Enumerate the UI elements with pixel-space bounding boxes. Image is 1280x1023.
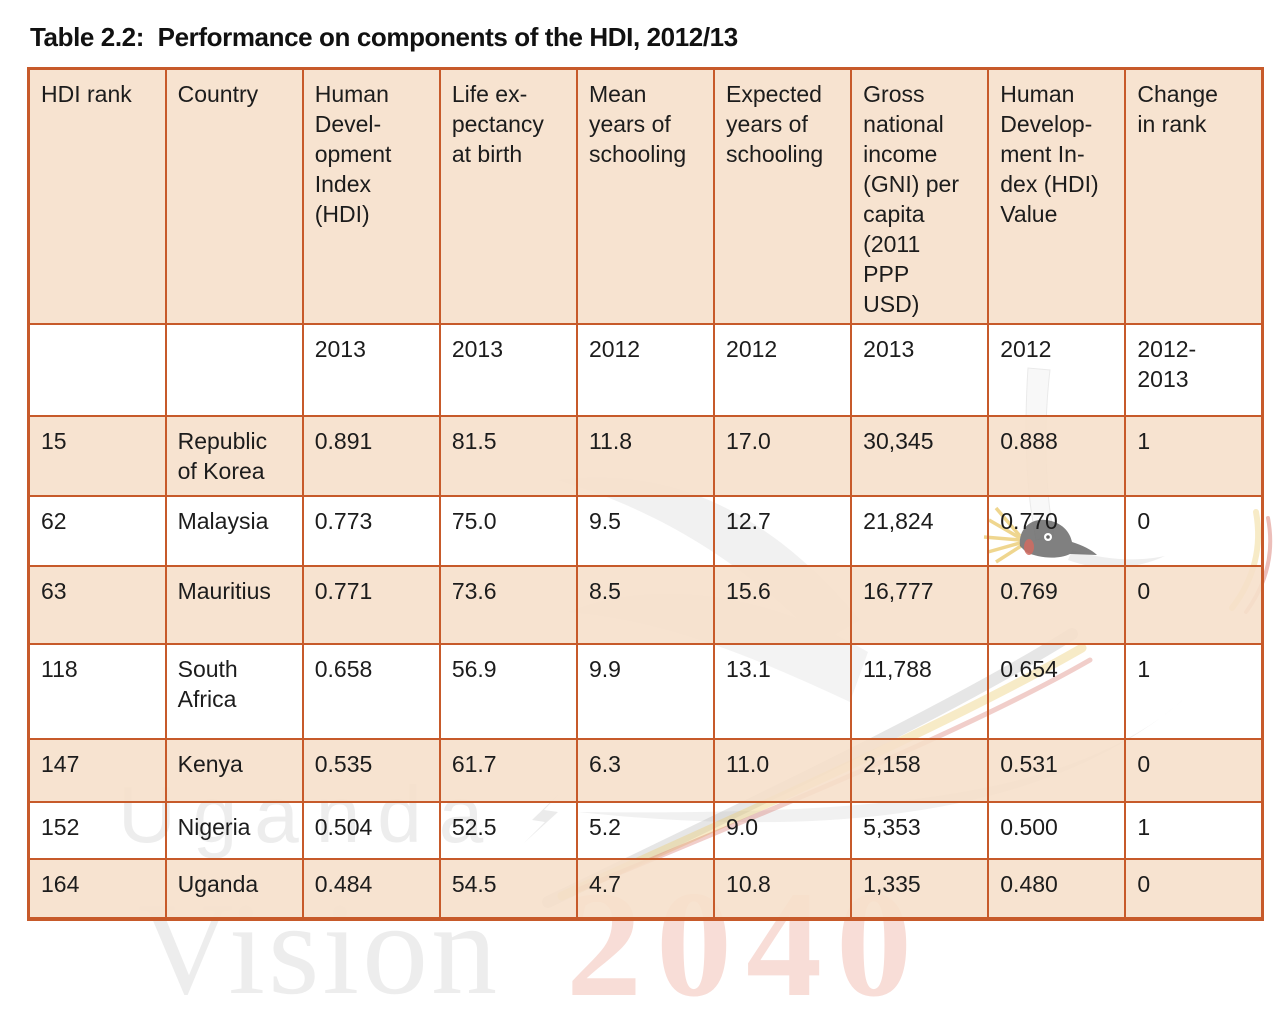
cell-change: 0 bbox=[1124, 495, 1264, 567]
cell-country: Mauritius bbox=[164, 565, 304, 645]
header-country: Country bbox=[164, 67, 304, 325]
year-cell: 2013 bbox=[438, 323, 578, 417]
cell-gni: 11,788 bbox=[850, 643, 990, 740]
cell-rank: 147 bbox=[27, 738, 167, 803]
cell-change: 0 bbox=[1124, 858, 1264, 920]
cell-rank: 63 bbox=[27, 565, 167, 645]
cell-expected: 15.6 bbox=[713, 565, 853, 645]
year-cell: 2012 bbox=[575, 323, 716, 417]
cell-life: 61.7 bbox=[438, 738, 578, 803]
cell-expected: 17.0 bbox=[713, 415, 853, 497]
header-life-expectancy: Life ex- pectancy at birth bbox=[438, 67, 578, 325]
cell-hdi: 0.658 bbox=[301, 643, 441, 740]
cell-expected: 13.1 bbox=[713, 643, 853, 740]
header-expected-schooling: Expected years of schooling bbox=[713, 67, 853, 325]
cell-rank: 15 bbox=[27, 415, 167, 497]
year-cell bbox=[164, 323, 304, 417]
cell-rank: 118 bbox=[27, 643, 167, 740]
cell-country: Nigeria bbox=[164, 801, 304, 860]
cell-hdi-value: 0.654 bbox=[987, 643, 1127, 740]
cell-hdi-value: 0.888 bbox=[987, 415, 1127, 497]
table-year-row: 2013 2013 2012 2012 2013 2012 2012- 2013 bbox=[27, 323, 1264, 417]
cell-change: 0 bbox=[1124, 738, 1264, 803]
cell-gni: 1,335 bbox=[850, 858, 990, 920]
cell-change: 1 bbox=[1124, 643, 1264, 740]
cell-gni: 21,824 bbox=[850, 495, 990, 567]
year-cell: 2012- 2013 bbox=[1124, 323, 1264, 417]
cell-life: 81.5 bbox=[438, 415, 578, 497]
hdi-performance-table: HDI rank Country Human Devel- opment Ind… bbox=[27, 67, 1264, 921]
cell-country: Uganda bbox=[164, 858, 304, 920]
cell-hdi: 0.504 bbox=[301, 801, 441, 860]
year-cell: 2013 bbox=[850, 323, 990, 417]
cell-hdi: 0.773 bbox=[301, 495, 441, 567]
cell-life: 56.9 bbox=[438, 643, 578, 740]
header-hdi-rank: HDI rank bbox=[27, 67, 167, 325]
cell-change: 0 bbox=[1124, 565, 1264, 645]
cell-hdi-value: 0.500 bbox=[987, 801, 1127, 860]
year-cell: 2013 bbox=[301, 323, 441, 417]
header-change-in-rank: Change in rank bbox=[1124, 67, 1264, 325]
cell-gni: 5,353 bbox=[850, 801, 990, 860]
cell-expected: 11.0 bbox=[713, 738, 853, 803]
table-row-malaysia: 62 Malaysia 0.773 75.0 9.5 12.7 21,824 0… bbox=[27, 495, 1264, 567]
cell-hdi-value: 0.770 bbox=[987, 495, 1127, 567]
table-header-row: HDI rank Country Human Devel- opment Ind… bbox=[27, 67, 1264, 325]
cell-mean: 9.5 bbox=[575, 495, 716, 567]
cell-hdi: 0.535 bbox=[301, 738, 441, 803]
year-cell: 2012 bbox=[987, 323, 1127, 417]
cell-change: 1 bbox=[1124, 415, 1264, 497]
cell-life: 75.0 bbox=[438, 495, 578, 567]
cell-country: Republic of Korea bbox=[164, 415, 304, 497]
header-hdi: Human Devel- opment Index (HDI) bbox=[301, 67, 441, 325]
cell-hdi-value: 0.769 bbox=[987, 565, 1127, 645]
cell-life: 54.5 bbox=[438, 858, 578, 920]
table-row-kenya: 147 Kenya 0.535 61.7 6.3 11.0 2,158 0.53… bbox=[27, 738, 1264, 803]
cell-life: 73.6 bbox=[438, 565, 578, 645]
cell-country: Malaysia bbox=[164, 495, 304, 567]
year-cell bbox=[27, 323, 167, 417]
cell-mean: 4.7 bbox=[575, 858, 716, 920]
table-row-korea: 15 Republic of Korea 0.891 81.5 11.8 17.… bbox=[27, 415, 1264, 497]
cell-rank: 164 bbox=[27, 858, 167, 920]
cell-gni: 30,345 bbox=[850, 415, 990, 497]
cell-expected: 12.7 bbox=[713, 495, 853, 567]
table-row-south-africa: 118 South Africa 0.658 56.9 9.9 13.1 11,… bbox=[27, 643, 1264, 740]
header-hdi-value: Human Develop- ment In- dex (HDI) Value bbox=[987, 67, 1127, 325]
cell-hdi: 0.484 bbox=[301, 858, 441, 920]
cell-hdi: 0.891 bbox=[301, 415, 441, 497]
header-mean-schooling: Mean years of schooling bbox=[575, 67, 716, 325]
cell-mean: 6.3 bbox=[575, 738, 716, 803]
page-title: Table 2.2: Performance on components of … bbox=[30, 22, 738, 52]
header-gni: Gross national income (GNI) per capita (… bbox=[850, 67, 990, 325]
table-row-nigeria: 152 Nigeria 0.504 52.5 5.2 9.0 5,353 0.5… bbox=[27, 801, 1264, 860]
cell-hdi-value: 0.531 bbox=[987, 738, 1127, 803]
cell-life: 52.5 bbox=[438, 801, 578, 860]
cell-expected: 9.0 bbox=[713, 801, 853, 860]
table-row-mauritius: 63 Mauritius 0.771 73.6 8.5 15.6 16,777 … bbox=[27, 565, 1264, 645]
cell-country: Kenya bbox=[164, 738, 304, 803]
cell-mean: 5.2 bbox=[575, 801, 716, 860]
table-row-uganda: 164 Uganda 0.484 54.5 4.7 10.8 1,335 0.4… bbox=[27, 858, 1264, 920]
cell-rank: 62 bbox=[27, 495, 167, 567]
cell-mean: 9.9 bbox=[575, 643, 716, 740]
year-cell: 2012 bbox=[713, 323, 853, 417]
cell-expected: 10.8 bbox=[713, 858, 853, 920]
cell-change: 1 bbox=[1124, 801, 1264, 860]
cell-country: South Africa bbox=[164, 643, 304, 740]
cell-hdi-value: 0.480 bbox=[987, 858, 1127, 920]
cell-rank: 152 bbox=[27, 801, 167, 860]
cell-gni: 2,158 bbox=[850, 738, 990, 803]
cell-gni: 16,777 bbox=[850, 565, 990, 645]
cell-mean: 8.5 bbox=[575, 565, 716, 645]
cell-mean: 11.8 bbox=[575, 415, 716, 497]
cell-hdi: 0.771 bbox=[301, 565, 441, 645]
